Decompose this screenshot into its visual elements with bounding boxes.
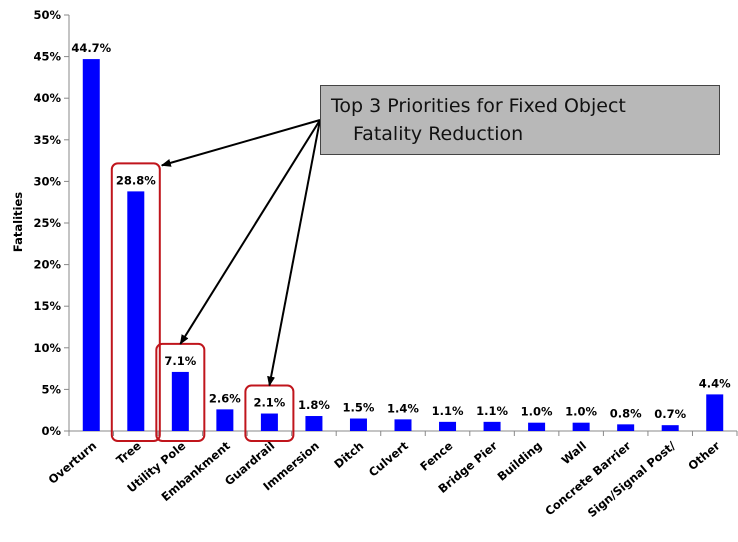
- y-tick-label: 40%: [33, 91, 61, 105]
- data-label: 1.0%: [521, 405, 553, 419]
- data-label: 2.6%: [209, 391, 241, 405]
- bar: [260, 413, 278, 431]
- category-label: Ditch: [331, 439, 366, 472]
- bar: [439, 421, 457, 431]
- y-tick-label: 45%: [33, 50, 61, 64]
- bar: [661, 425, 679, 431]
- category-label: Overturn: [46, 439, 100, 487]
- y-tick-label: 50%: [33, 8, 61, 22]
- y-axis-label: Fatalities: [11, 192, 25, 252]
- bar: [572, 422, 590, 431]
- y-tick-label: 30%: [33, 174, 61, 188]
- data-label: 28.8%: [116, 173, 156, 187]
- highlight-box: [244, 384, 295, 443]
- y-tick-label: 5%: [41, 382, 61, 396]
- data-label: 0.7%: [654, 407, 686, 421]
- data-label: 0.8%: [610, 406, 642, 420]
- y-tick-label: 0%: [41, 424, 61, 438]
- annotation-line2: Fatality Reduction: [353, 123, 524, 145]
- data-label: 4.4%: [699, 376, 731, 390]
- bar: [617, 424, 635, 431]
- y-tick-label: 15%: [33, 299, 61, 313]
- bar: [483, 421, 501, 431]
- highlight-box: [110, 162, 161, 442]
- bar: [349, 418, 367, 431]
- y-tick-label: 35%: [33, 133, 61, 147]
- data-label: 1.1%: [432, 404, 464, 418]
- bar: [82, 59, 100, 431]
- bar: [171, 371, 189, 431]
- chart-axes: [64, 14, 738, 436]
- callout-arrow: [160, 119, 321, 167]
- y-tick-label: 10%: [33, 341, 61, 355]
- data-label: 44.7%: [71, 41, 111, 55]
- data-label: 7.1%: [164, 354, 196, 368]
- category-label: Fence: [417, 438, 455, 473]
- annotation-line1: Top 3 Priorities for Fixed Object: [331, 95, 626, 117]
- category-label: Tree: [113, 438, 143, 467]
- y-tick-label: 20%: [33, 258, 61, 272]
- data-labels: 44.7% 28.8% 7.1% 2.6% 2.1% 1.8% 1.5% 1.4% 1.1% 1.…: [71, 41, 731, 421]
- bar: [528, 422, 546, 431]
- bars: [82, 59, 724, 431]
- category-label: Other: [685, 438, 723, 473]
- callout-arrows: [160, 119, 321, 387]
- callout-arrow: [179, 119, 321, 345]
- bar: [127, 191, 145, 431]
- bar: [394, 419, 412, 431]
- bar: [706, 394, 724, 431]
- annotation-callout: Top 3 Priorities for Fixed Object Fatali…: [320, 85, 720, 155]
- data-label: 1.8%: [298, 398, 330, 412]
- callout-arrow: [267, 119, 321, 387]
- category-label: Wall: [559, 439, 589, 468]
- data-label: 1.5%: [343, 401, 375, 415]
- y-tick-labels: 0% 5% 10% 15% 20% 25% 30% 35% 40% 45% 50%: [33, 8, 61, 438]
- data-label: 2.1%: [253, 396, 285, 410]
- data-label: 1.0%: [565, 405, 597, 419]
- category-label: Culvert: [366, 438, 411, 479]
- category-label: Building: [495, 439, 545, 484]
- bar: [305, 416, 323, 431]
- data-label: 1.1%: [476, 404, 508, 418]
- y-tick-label: 25%: [33, 216, 61, 230]
- bar: [216, 409, 234, 431]
- data-label: 1.4%: [387, 401, 419, 415]
